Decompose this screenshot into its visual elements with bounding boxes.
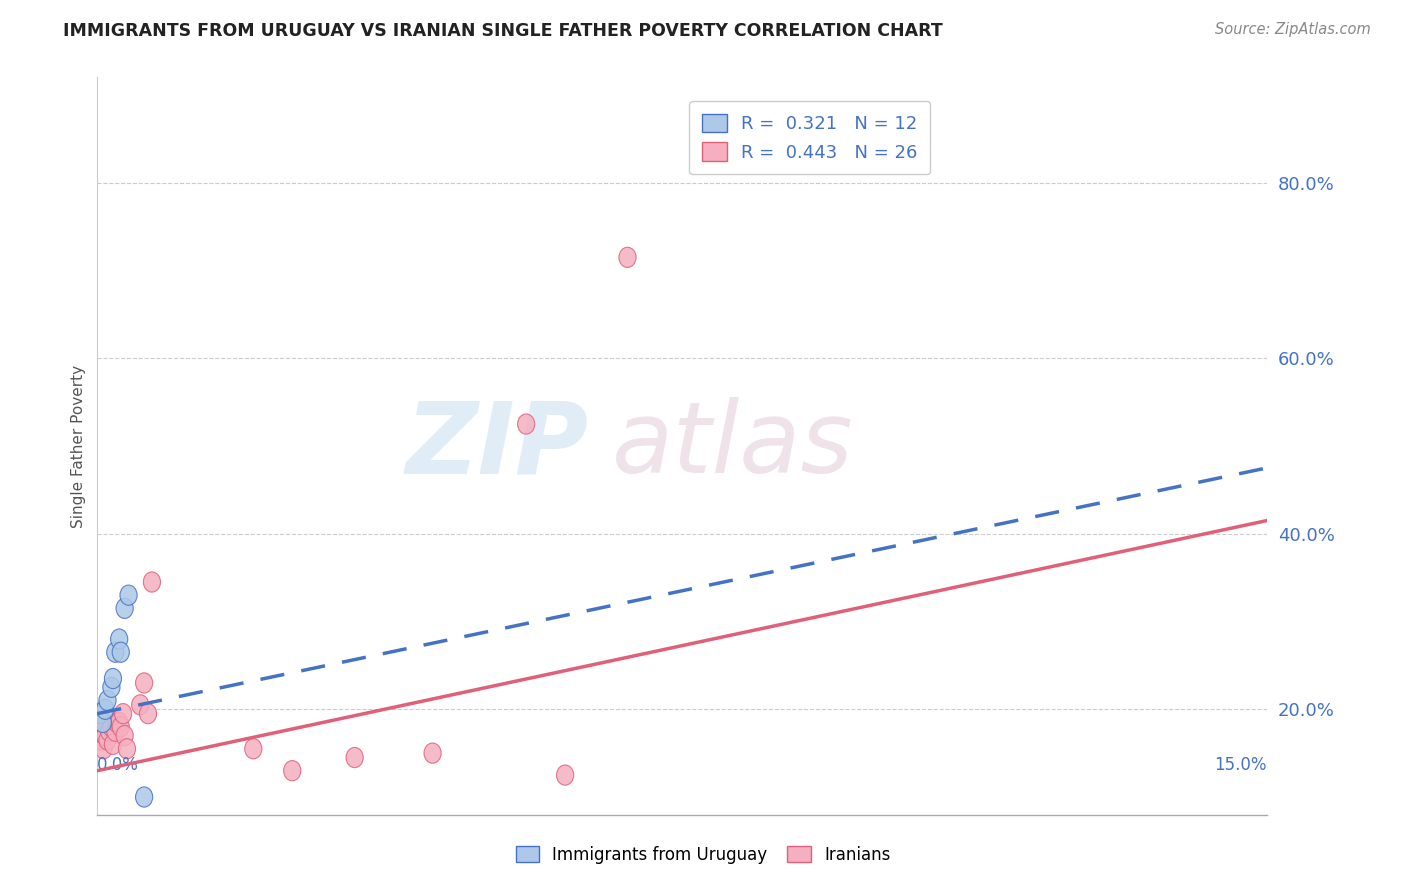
Ellipse shape [107, 642, 124, 662]
Ellipse shape [97, 725, 114, 746]
Text: IMMIGRANTS FROM URUGUAY VS IRANIAN SINGLE FATHER POVERTY CORRELATION CHART: IMMIGRANTS FROM URUGUAY VS IRANIAN SINGL… [63, 22, 943, 40]
Ellipse shape [103, 716, 120, 737]
Ellipse shape [111, 713, 128, 732]
Ellipse shape [108, 713, 125, 732]
Ellipse shape [103, 677, 120, 698]
Ellipse shape [425, 743, 441, 764]
Text: 0.0%: 0.0% [97, 756, 139, 773]
Ellipse shape [120, 585, 138, 606]
Ellipse shape [284, 761, 301, 780]
Ellipse shape [112, 642, 129, 662]
Text: 15.0%: 15.0% [1215, 756, 1267, 773]
Text: ZIP: ZIP [405, 398, 589, 494]
Ellipse shape [139, 704, 156, 723]
Ellipse shape [91, 721, 108, 741]
Ellipse shape [245, 739, 262, 759]
Ellipse shape [98, 690, 117, 711]
Ellipse shape [104, 668, 121, 689]
Ellipse shape [104, 734, 121, 755]
Ellipse shape [118, 739, 135, 759]
Ellipse shape [91, 704, 108, 723]
Ellipse shape [517, 414, 534, 434]
Ellipse shape [100, 721, 118, 741]
Ellipse shape [117, 599, 134, 618]
Ellipse shape [132, 695, 149, 715]
Text: Source: ZipAtlas.com: Source: ZipAtlas.com [1215, 22, 1371, 37]
Ellipse shape [135, 787, 153, 807]
Legend: Immigrants from Uruguay, Iranians: Immigrants from Uruguay, Iranians [509, 839, 897, 871]
Ellipse shape [143, 572, 160, 592]
Ellipse shape [94, 713, 111, 732]
Y-axis label: Single Father Poverty: Single Father Poverty [72, 365, 86, 527]
Ellipse shape [98, 730, 117, 750]
Ellipse shape [114, 704, 132, 723]
Ellipse shape [107, 721, 124, 741]
Ellipse shape [97, 699, 114, 719]
Ellipse shape [346, 747, 363, 768]
Ellipse shape [557, 765, 574, 785]
Ellipse shape [96, 739, 112, 759]
Ellipse shape [111, 629, 128, 649]
Ellipse shape [135, 673, 153, 693]
Text: atlas: atlas [612, 398, 853, 494]
Ellipse shape [619, 247, 636, 268]
Legend: R =  0.321   N = 12, R =  0.443   N = 26: R = 0.321 N = 12, R = 0.443 N = 26 [689, 101, 931, 174]
Ellipse shape [117, 725, 134, 746]
Ellipse shape [93, 730, 110, 750]
Ellipse shape [112, 716, 129, 737]
